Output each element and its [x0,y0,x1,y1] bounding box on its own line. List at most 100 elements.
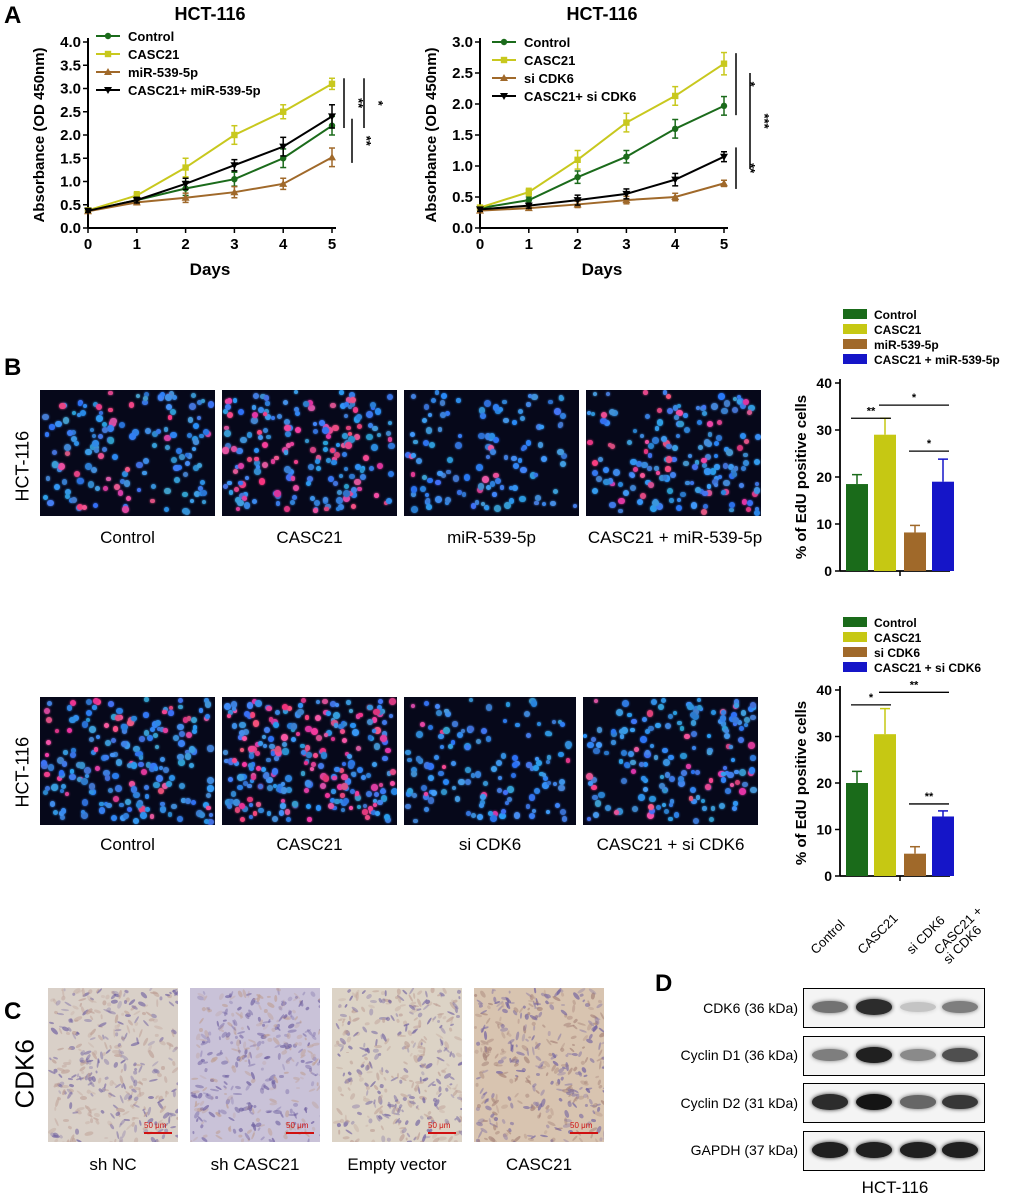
micrograph-sicdk6-2 [404,697,576,825]
y-tick-label: 0 [824,563,832,579]
significance-label: ** [359,136,374,147]
micro-row-label-2: HCT-116 [12,736,33,808]
growth-chart-2: HCT-116 0.0 0.5 1.0 1.5 2.0 2.5 3.0 0 1 2 3 4 5 Days Ab… [423,4,772,279]
micrograph-combo-2 [583,697,758,825]
x-tick-label: 1 [133,236,141,253]
significance-label: ** [867,405,876,417]
band [900,1002,936,1012]
wb-row-label-cyclin-d2: Cyclin D2 (31 kDa) [680,1095,798,1111]
legend-marker [104,87,112,94]
legend-label: CASC21+ miR-539-5p [128,83,261,98]
y-tick-label: 20 [816,469,832,485]
micrograph-control-1 [40,390,215,516]
data-point [328,80,336,88]
x-tick-label: 0 [84,236,92,253]
legend-label: Control [874,308,917,322]
data-point [623,119,630,126]
scale-bar-label: 50 μm [144,1121,167,1130]
data-point [720,179,728,187]
y-tick-label: 3.0 [452,34,473,51]
legend-label: Control [524,35,570,50]
y-tick-label: 20 [816,775,832,791]
chart-title: HCT-116 [174,4,245,24]
legend-swatch [843,309,867,319]
significance-label: ** [743,163,758,174]
legend-swatch [843,647,867,657]
legend-label: CASC21 [128,47,179,62]
legend-label: CASC21+ si CDK6 [524,89,636,104]
wb-blot-cdk6 [803,988,985,1028]
series-3 [476,150,728,214]
data-point [720,102,728,110]
data-point [328,113,336,121]
significance-label: ** [910,679,919,691]
x-tick-label: 2 [181,236,189,253]
data-point [672,125,679,132]
y-tick-label: 0.5 [452,189,473,206]
growth-chart-1: HCT-116 0.0 0.5 1.0 1.5 2.0 2.5 3.0 3.5 4.0 0 1 2 3 4 5… [31,4,386,279]
y-axis-label: % of EdU positive cells [793,701,810,865]
scale-bar-label: 50 μm [428,1121,451,1130]
micro-label-control-1: Control [100,528,155,547]
wb-blot-gapdh [803,1131,985,1171]
y-tick-label: 40 [816,682,832,698]
y-tick-label: 3.5 [60,57,81,74]
y-tick-label: 30 [816,422,832,438]
panel-letter-a: A [4,2,22,29]
legend-swatch [843,354,867,364]
series-1 [476,51,728,211]
data-point [720,60,728,67]
legend: Control CASC21 si CDK6 CASC21+ si CDK6 [492,35,636,104]
series-3 [84,104,336,215]
band [812,1142,848,1158]
wb-row-label-cdk6: CDK6 (36 kDa) [703,1000,798,1016]
bar-casc21 [874,734,896,876]
legend-label: si CDK6 [874,646,920,660]
ihc-row-label: CDK6 [9,1039,40,1109]
data-point [84,207,92,215]
wb-lane-label-control: Control [807,916,848,957]
wb-cell-line-label: HCT-116 [861,1178,929,1197]
scale-bar-label: 50 μm [286,1121,309,1130]
micrograph-casc21-1 [222,390,397,516]
legend-label: miR-539-5p [128,65,198,80]
scale-bar-label: 50 μm [570,1121,593,1130]
legend-label: Control [874,616,917,630]
wb-lane-label-casc21: CASC21 [854,910,901,957]
y-tick-label: 1.5 [60,150,81,167]
wb-blot-cyclin-d1 [803,1036,985,1076]
series-line [479,155,725,211]
series-1 [84,77,336,214]
ihc-label-sh-casc21: sh CASC21 [210,1155,300,1174]
data-point [720,153,728,161]
data-point [671,176,680,184]
data-point [230,188,239,196]
y-tick-label: 1.0 [60,174,81,191]
panel-letter-b: B [4,354,22,381]
y-tick-label: 0.0 [452,220,473,237]
band [900,1049,936,1061]
series-line [87,115,333,212]
micro-label-combo-1: CASC21 + miR-539-5p [587,528,763,547]
x-tick-label: 4 [671,236,680,253]
band [856,1142,892,1158]
data-point [328,153,336,161]
micro-row-label-1: HCT-116 [12,430,33,502]
band [942,1094,978,1110]
y-tick-label: 10 [816,516,832,532]
series-line [479,62,725,209]
band [942,1048,978,1062]
x-tick-label: 5 [328,236,336,253]
ihc-image-sh-nc: 50 μm [48,988,178,1142]
micro-label-mir-1: miR-539-5p [447,528,536,547]
y-tick-label: 30 [816,729,832,745]
legend-marker [104,32,112,40]
y-tick-label: 2.0 [60,127,81,144]
ihc-label-casc21: CASC21 [505,1155,573,1174]
significance-label: ** [351,98,366,109]
legend-label: CASC21 [874,323,922,337]
band [856,1047,892,1063]
significance-label: ** [925,791,934,803]
scale-bar [144,1132,172,1134]
